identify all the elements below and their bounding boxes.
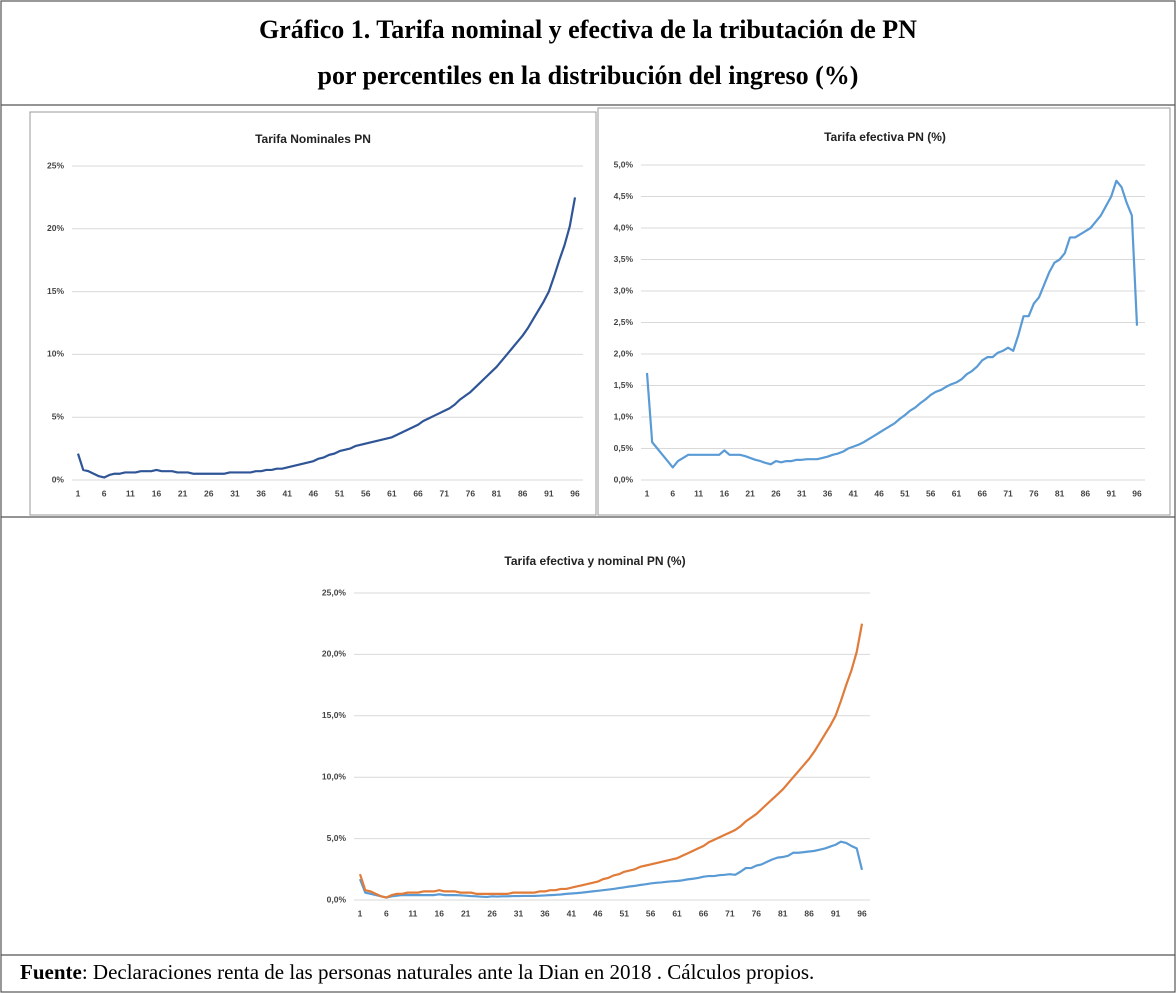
- x-tick-label: 91: [544, 488, 554, 498]
- y-tick-label: 4,5%: [614, 191, 634, 201]
- x-tick-label: 26: [204, 488, 214, 498]
- y-tick-label: 10,0%: [322, 771, 347, 781]
- x-tick-label: 66: [978, 488, 988, 498]
- y-tick-label: 0,5%: [614, 443, 634, 453]
- x-tick-label: 31: [797, 488, 807, 498]
- x-tick-label: 86: [518, 488, 528, 498]
- x-tick-label: 21: [461, 908, 471, 918]
- y-tick-label: 2,5%: [614, 317, 634, 327]
- y-tick-label: 10%: [47, 349, 64, 359]
- x-tick-label: 16: [435, 908, 445, 918]
- x-tick-label: 41: [849, 488, 859, 498]
- x-tick-label: 86: [804, 908, 814, 918]
- source-text: : Declaraciones renta de las personas na…: [82, 960, 814, 984]
- y-tick-label: 5,0%: [614, 159, 634, 169]
- y-tick-label: 0,0%: [614, 474, 634, 484]
- y-tick-label: 2,0%: [614, 348, 634, 358]
- series-line: [76, 197, 577, 479]
- x-tick-label: 21: [745, 488, 755, 498]
- x-tick-label: 11: [694, 488, 703, 498]
- x-tick-label: 31: [514, 908, 524, 918]
- figure-title: por percentiles en la distribución del i…: [318, 61, 859, 90]
- x-tick-label: 46: [309, 488, 319, 498]
- x-tick-label: 81: [1055, 488, 1065, 498]
- x-tick-label: 76: [466, 488, 476, 498]
- x-tick-label: 96: [857, 908, 867, 918]
- y-tick-label: 3,5%: [614, 254, 634, 264]
- x-tick-label: 71: [725, 908, 735, 918]
- chart-title: Tarifa Nominales PN: [255, 132, 371, 146]
- x-tick-label: 36: [823, 488, 833, 498]
- x-tick-label: 6: [384, 908, 389, 918]
- y-tick-label: 20%: [47, 223, 64, 233]
- y-tick-label: 25,0%: [322, 587, 347, 597]
- x-tick-label: 81: [778, 908, 788, 918]
- x-tick-label: 71: [439, 488, 449, 498]
- series-line: [645, 179, 1139, 469]
- x-tick-label: 66: [699, 908, 709, 918]
- source-label: Fuente: [20, 960, 82, 984]
- x-tick-label: 76: [752, 908, 762, 918]
- x-tick-label: 16: [152, 488, 162, 498]
- y-tick-label: 15%: [47, 286, 64, 296]
- chart-frame: [597, 107, 1171, 516]
- chart-frame: [29, 111, 597, 516]
- x-tick-label: 91: [831, 908, 841, 918]
- x-tick-label: 56: [361, 488, 371, 498]
- x-tick-label: 41: [567, 908, 577, 918]
- x-tick-label: 56: [646, 908, 656, 918]
- x-tick-label: 16: [720, 488, 730, 498]
- y-tick-label: 0,0%: [327, 894, 347, 904]
- y-tick-label: 5,0%: [327, 833, 347, 843]
- series-line: [358, 840, 864, 899]
- series-line: [358, 623, 864, 899]
- chart-title: Tarifa efectiva PN (%): [824, 130, 946, 144]
- x-tick-label: 66: [413, 488, 423, 498]
- x-tick-label: 91: [1106, 488, 1116, 498]
- x-tick-label: 6: [670, 488, 675, 498]
- x-tick-label: 86: [1081, 488, 1091, 498]
- x-tick-label: 1: [76, 488, 81, 498]
- x-tick-label: 61: [672, 908, 682, 918]
- x-tick-label: 36: [256, 488, 266, 498]
- x-tick-label: 26: [771, 488, 781, 498]
- x-tick-label: 6: [102, 488, 107, 498]
- source: Fuente: Declaraciones renta de las perso…: [20, 960, 814, 984]
- y-tick-label: 0%: [52, 474, 65, 484]
- x-tick-label: 61: [387, 488, 397, 498]
- x-tick-label: 26: [487, 908, 497, 918]
- x-tick-label: 96: [570, 488, 580, 498]
- y-tick-label: 4,0%: [614, 222, 634, 232]
- x-tick-label: 31: [230, 488, 240, 498]
- y-tick-label: 5%: [52, 411, 65, 421]
- x-tick-label: 56: [926, 488, 936, 498]
- y-tick-label: 1,5%: [614, 380, 634, 390]
- y-tick-label: 25%: [47, 160, 64, 170]
- x-tick-label: 96: [1132, 488, 1142, 498]
- x-tick-label: 1: [358, 908, 363, 918]
- chart-title: Tarifa efectiva y nominal PN (%): [504, 554, 685, 568]
- x-tick-label: 11: [408, 908, 417, 918]
- y-tick-label: 15,0%: [322, 710, 347, 720]
- x-tick-label: 1: [645, 488, 650, 498]
- y-tick-label: 1,0%: [614, 411, 634, 421]
- x-tick-label: 21: [178, 488, 188, 498]
- x-tick-label: 61: [952, 488, 962, 498]
- x-tick-label: 51: [900, 488, 910, 498]
- x-tick-label: 46: [593, 908, 603, 918]
- x-tick-label: 11: [126, 488, 135, 498]
- x-tick-label: 46: [874, 488, 884, 498]
- x-tick-label: 36: [540, 908, 550, 918]
- y-tick-label: 20,0%: [322, 649, 347, 659]
- x-tick-label: 51: [619, 908, 629, 918]
- figure-title: Gráfico 1. Tarifa nominal y efectiva de …: [259, 15, 917, 44]
- x-tick-label: 51: [335, 488, 345, 498]
- x-tick-label: 71: [1003, 488, 1013, 498]
- x-tick-label: 81: [492, 488, 502, 498]
- y-tick-label: 3,0%: [614, 285, 634, 295]
- x-tick-label: 41: [283, 488, 293, 498]
- x-tick-label: 76: [1029, 488, 1039, 498]
